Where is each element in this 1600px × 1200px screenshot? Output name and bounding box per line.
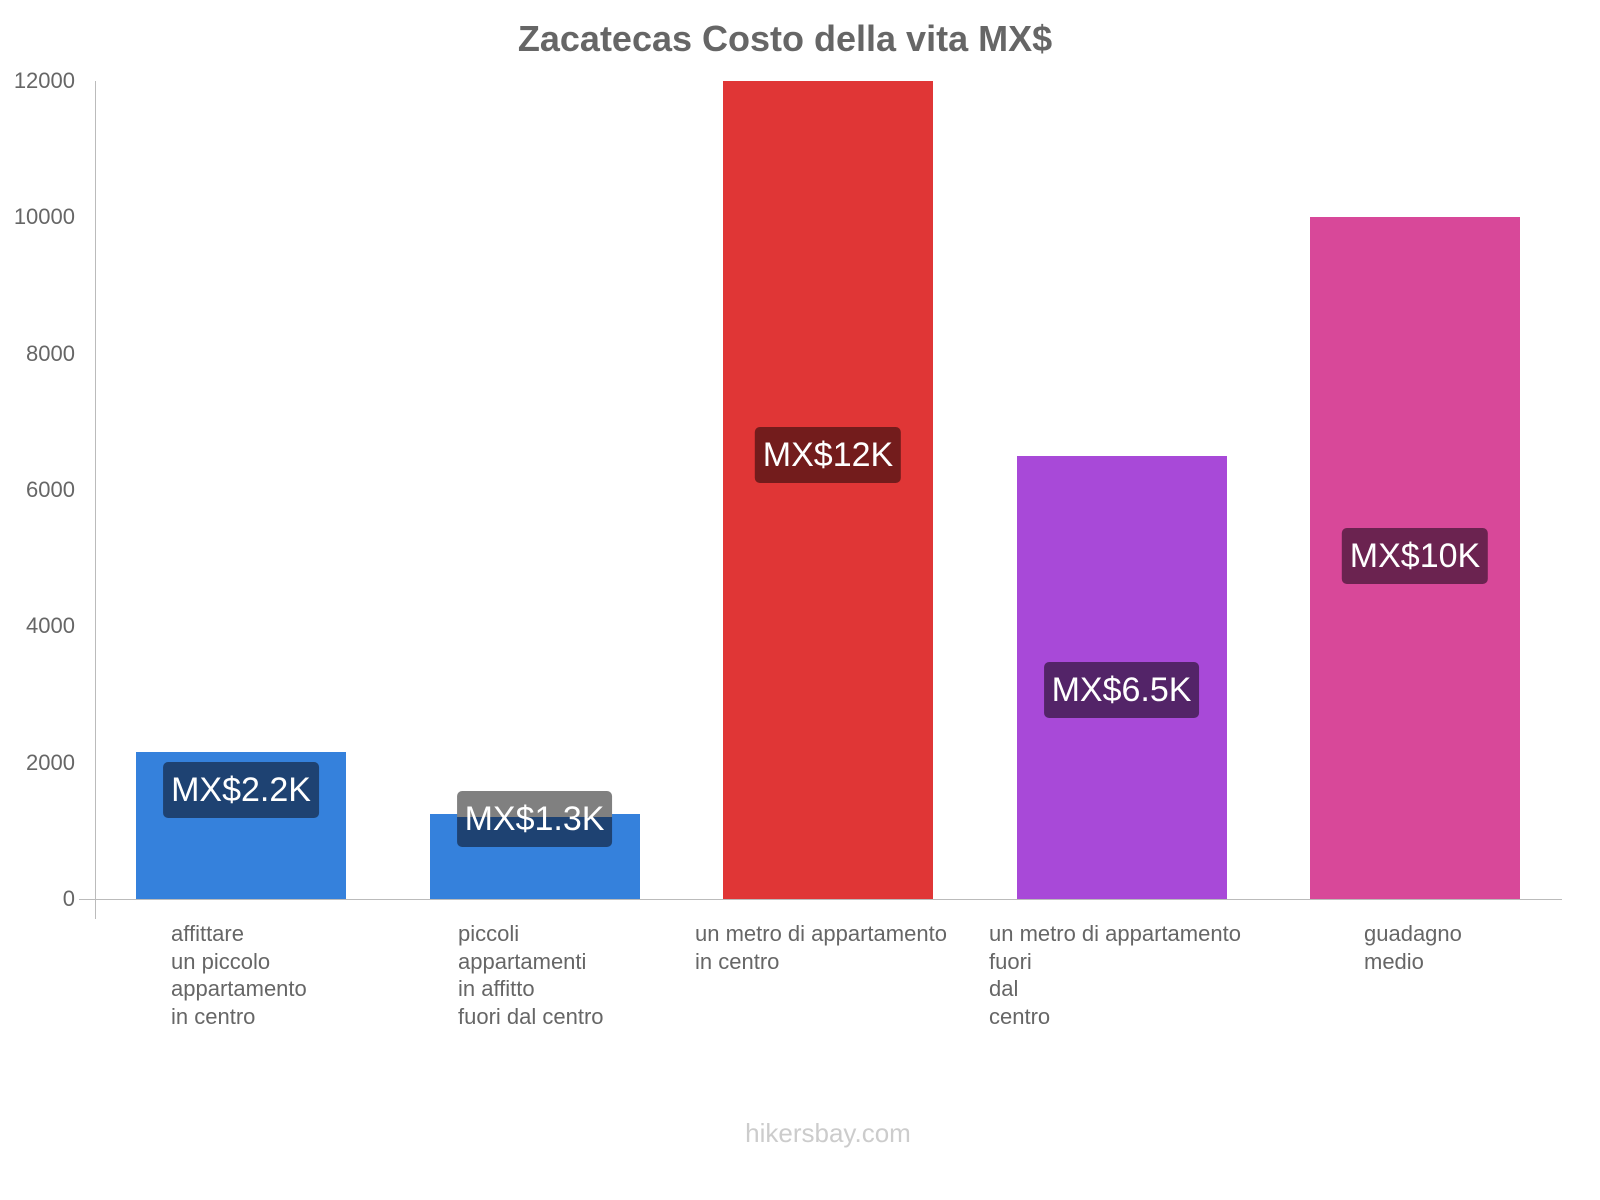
bar-value-label: MX$10K [1341, 528, 1489, 585]
chart-title: Zacatecas Costo della vita MX$ [517, 18, 1053, 59]
bar-value-label: MX$2.2K [163, 762, 319, 818]
bar-value-label: MX$1.3K [456, 791, 613, 847]
y-tick-label: 12000 [13, 68, 75, 93]
y-tick-label: 10000 [13, 204, 75, 230]
bar-value-label: MX$12K [754, 427, 902, 483]
y-tick-label: 0 [62, 886, 75, 911]
x-category-label: un metro di appartamento fuori dal centr… [989, 921, 1241, 1029]
y-tick-label: 8000 [26, 340, 75, 366]
y-tick-mark [79, 899, 95, 900]
y-tick-label: 2000 [26, 749, 75, 775]
y-tick-label: 6000 [26, 477, 75, 502]
watermark: hikersbay.com [745, 1118, 911, 1148]
bar-value-label: MX$6.5K [1043, 662, 1200, 719]
x-category-label: guadagno medio [1364, 921, 1462, 974]
x-category-label: piccoli appartamenti in affitto fuori da… [458, 921, 604, 1029]
x-category-label: un metro di appartamento in centro [695, 921, 947, 974]
y-axis-line [95, 81, 96, 919]
x-axis-line [95, 899, 1562, 900]
bar[interactable] [723, 81, 933, 899]
x-category-label: affittare un piccolo appartamento in cen… [171, 921, 307, 1029]
y-tick-label: 4000 [26, 613, 75, 639]
